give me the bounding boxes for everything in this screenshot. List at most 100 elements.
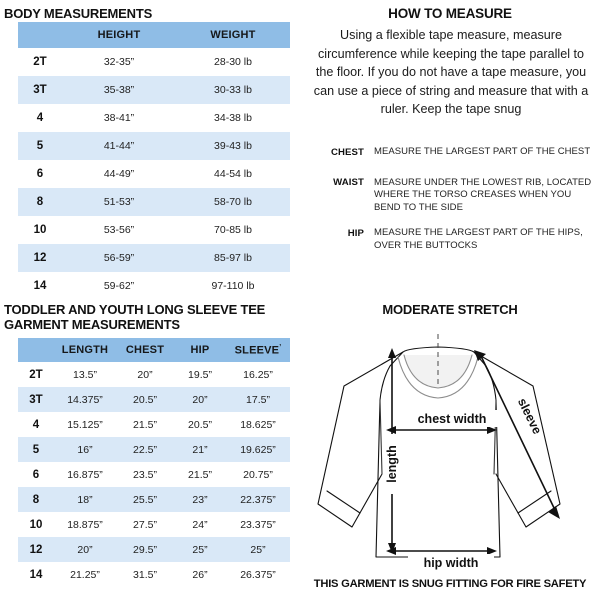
- table-row: 12 56-59” 85-97 lb: [18, 244, 290, 272]
- sleeve-arrow-line: [479, 353, 556, 511]
- neck-band-outer: [397, 356, 479, 399]
- table-row: 4 38-41” 34-38 lb: [18, 104, 290, 132]
- column-header-size: [18, 338, 54, 362]
- cell-size: 10: [33, 224, 47, 236]
- cell-weight: 44-54 lb: [214, 168, 252, 180]
- cell-hip: 20.5”: [188, 418, 212, 431]
- left-sleeve-outline: [317, 351, 404, 528]
- table-row: 3T 35-38” 30-33 lb: [18, 76, 290, 104]
- cell-sleeve: 16.25”: [243, 368, 273, 381]
- table-row: 12 20” 29.5” 25” 25”: [18, 537, 290, 562]
- cell-weight: 85-97 lb: [176, 244, 290, 272]
- hip-width-arrow-head-right: [487, 547, 497, 555]
- cell-hip: 26”: [192, 568, 208, 581]
- right-column: HOW TO MEASURE Using a flexible tape mea…: [300, 0, 600, 600]
- cell-sleeve: 26.375”: [240, 568, 276, 581]
- cell-size: 6: [32, 468, 40, 481]
- right-cuff-line: [517, 490, 552, 514]
- how-to-measure-heading: HOW TO MEASURE: [388, 6, 512, 21]
- measurement-arrows: [386, 348, 560, 555]
- table-header: HEIGHT WEIGHT: [18, 22, 290, 48]
- table-row: 5 41-44” 39-43 lb: [18, 132, 290, 160]
- table-row: 14 59-62” 97-110 lb: [18, 272, 290, 300]
- chest-width-arrow-head-left: [386, 426, 396, 434]
- left-column: BODY MEASUREMENTS HEIGHT WEIGHT 2T 32-35”…: [4, 6, 290, 587]
- header-row: LENGTH CHEST HIP SLEEVE’: [18, 338, 290, 362]
- cell-hip: 24”: [192, 518, 208, 531]
- column-header-chest: CHEST: [116, 338, 174, 362]
- column-header-size: [18, 22, 62, 48]
- table-row: 4 15.125” 21.5” 20.5” 18.625”: [18, 412, 290, 437]
- cell-hip: 23”: [174, 487, 226, 512]
- cell-sleeve: 22.375”: [226, 487, 290, 512]
- garment-diagram: chest width hip width length sleeve: [308, 322, 596, 574]
- cell-height: 51-53”: [62, 188, 176, 216]
- cell-hip: 25”: [174, 537, 226, 562]
- length-label: length: [385, 445, 399, 483]
- table-row: 8 51-53” 58-70 lb: [18, 188, 290, 216]
- cell-size: 4: [32, 418, 40, 431]
- table-row: 6 44-49” 44-54 lb: [18, 160, 290, 188]
- definition-chest: CHEST MEASURE THE LARGEST PART OF THE CH…: [306, 146, 598, 159]
- definition-waist: WAIST MEASURE UNDER THE LOWEST RIB, LOCA…: [306, 177, 598, 215]
- cell-hip: 20”: [174, 387, 226, 412]
- cell-height: 38-41”: [103, 112, 135, 124]
- cell-chest: 22.5”: [116, 437, 174, 462]
- cell-size: 14: [33, 280, 47, 292]
- cell-size: 12: [18, 244, 62, 272]
- cell-hip: 21”: [174, 437, 226, 462]
- column-header-sleeve: SLEEVE’: [226, 338, 290, 362]
- cell-length: 21.25”: [70, 568, 100, 581]
- cell-size: 4: [36, 112, 44, 124]
- table-row: 8 18” 25.5” 23” 22.375”: [18, 487, 290, 512]
- definition-term-waist: WAIST: [333, 177, 364, 189]
- measurement-definitions-list: CHEST MEASURE THE LARGEST PART OF THE CH…: [306, 146, 598, 263]
- cell-size: 8: [18, 487, 54, 512]
- cell-weight: 70-85 lb: [214, 224, 252, 236]
- body-measurements-table-wrapper: HEIGHT WEIGHT 2T 32-35” 28-30 lb 3T 35-38” 30…: [18, 22, 290, 300]
- cell-weight: 58-70 lb: [176, 188, 290, 216]
- cell-sleeve: 20.75”: [243, 468, 273, 481]
- column-header-height: HEIGHT: [62, 22, 176, 48]
- column-header-length: LENGTH: [54, 338, 116, 362]
- cell-weight: 30-33 lb: [176, 76, 290, 104]
- cell-length: 14.375”: [54, 387, 116, 412]
- cell-size: 3T: [18, 387, 54, 412]
- definition-term-chest: CHEST: [330, 146, 364, 158]
- cell-length: 18.875”: [67, 518, 103, 531]
- column-header-sleeve-text: SLEEVE: [234, 344, 280, 357]
- cell-sleeve: 23.375”: [240, 518, 276, 531]
- chest-width-arrow-head-right: [487, 426, 497, 434]
- cell-size: 6: [36, 168, 44, 180]
- cell-size: 8: [18, 188, 62, 216]
- table-body: 2T 32-35” 28-30 lb 3T 35-38” 30-33 lb 4 38-41” 3…: [18, 48, 290, 300]
- garment-heading-line-1: TODDLER AND YOUTH LONG SLEEVE TEE: [4, 302, 266, 317]
- table-row: 6 16.875” 23.5” 21.5” 20.75”: [18, 462, 290, 487]
- table-row: 2T 13.5” 20” 19.5” 16.25”: [18, 362, 290, 387]
- sleeve-footnote-mark: ’: [279, 343, 282, 351]
- cell-height: 35-38”: [62, 76, 176, 104]
- length-arrow-head-bottom: [388, 543, 396, 553]
- cell-chest: 25.5”: [116, 487, 174, 512]
- length-label-backdrop: [384, 434, 401, 494]
- table-header: LENGTH CHEST HIP SLEEVE’: [18, 338, 290, 362]
- definition-description-chest: MEASURE THE LARGEST PART OF THE CHEST: [374, 146, 591, 157]
- cell-length: 16”: [54, 437, 116, 462]
- body-measurements-table: HEIGHT WEIGHT 2T 32-35” 28-30 lb 3T 35-38” 30…: [18, 22, 290, 300]
- cell-length: 20”: [54, 537, 116, 562]
- cell-height: 44-49”: [103, 168, 135, 180]
- cell-height: 32-35”: [103, 56, 135, 68]
- body-measurements-heading: BODY MEASUREMENTS: [4, 6, 153, 21]
- cell-length: 15.125”: [67, 418, 103, 431]
- cell-size: 12: [18, 537, 54, 562]
- cell-hip: 19.5”: [188, 368, 212, 381]
- table-body: 2T 13.5” 20” 19.5” 16.25” 3T 14.375” 20.5” 20” 17…: [18, 362, 290, 587]
- cell-weight: 97-110 lb: [211, 280, 255, 292]
- column-header-hip: HIP: [174, 338, 226, 362]
- cell-height: 56-59”: [62, 244, 176, 272]
- definition-term-hip: HIP: [347, 227, 364, 239]
- table-row: 5 16” 22.5” 21” 19.625”: [18, 437, 290, 462]
- cell-sleeve: 17.5”: [226, 387, 290, 412]
- cell-size: 14: [29, 568, 43, 581]
